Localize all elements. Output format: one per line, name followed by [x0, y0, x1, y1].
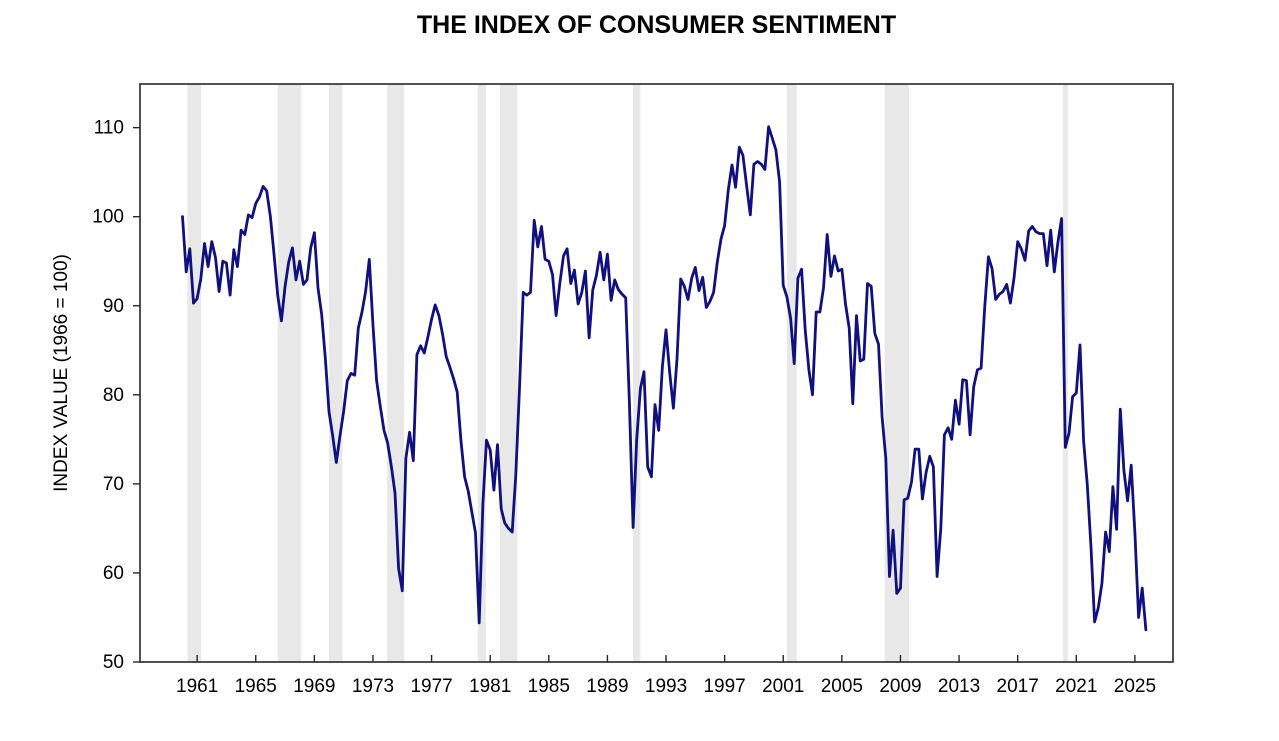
- x-tick-label: 1989: [586, 676, 628, 697]
- recession-band: [387, 84, 405, 662]
- recession-band: [633, 84, 641, 662]
- recession-band: [187, 84, 202, 662]
- x-tick-label: 1969: [293, 676, 335, 697]
- y-tick-label: 80: [103, 385, 124, 406]
- x-tick-label: 1965: [235, 676, 277, 697]
- sentiment-line: [181, 125, 1148, 632]
- y-tick-label: 110: [94, 118, 124, 139]
- x-tick-label: 2001: [762, 676, 804, 697]
- y-tick-label: 90: [103, 296, 124, 317]
- recession-band: [477, 84, 486, 662]
- x-tick-label: 1985: [528, 676, 570, 697]
- x-tick-label: 1973: [352, 676, 394, 697]
- y-tick-label: 100: [92, 207, 124, 228]
- recession-band: [500, 84, 518, 662]
- recession-band: [329, 84, 343, 662]
- plot-frame: [139, 83, 1174, 663]
- x-tick-label: 1997: [703, 676, 745, 697]
- x-tick-label: 2017: [997, 676, 1039, 697]
- y-tick-label: 60: [103, 563, 124, 584]
- x-tick-label: 2021: [1055, 676, 1097, 697]
- x-tick-label: 2025: [1114, 676, 1156, 697]
- x-tick-label: 2013: [938, 676, 980, 697]
- x-tick-label: 1977: [410, 676, 452, 697]
- x-tick-label: 2009: [879, 676, 921, 697]
- x-tick-label: 1993: [645, 676, 687, 697]
- chart-title: THE INDEX OF CONSUMER SENTIMENT: [416, 11, 897, 39]
- x-tick-label: 2005: [821, 676, 863, 697]
- x-tick-label: 1961: [176, 676, 218, 697]
- y-tick-label: 50: [103, 652, 124, 673]
- y-tick-label: 70: [103, 474, 124, 495]
- recession-band: [277, 84, 302, 662]
- recession-band: [786, 84, 797, 662]
- x-tick-label: 1981: [469, 676, 511, 697]
